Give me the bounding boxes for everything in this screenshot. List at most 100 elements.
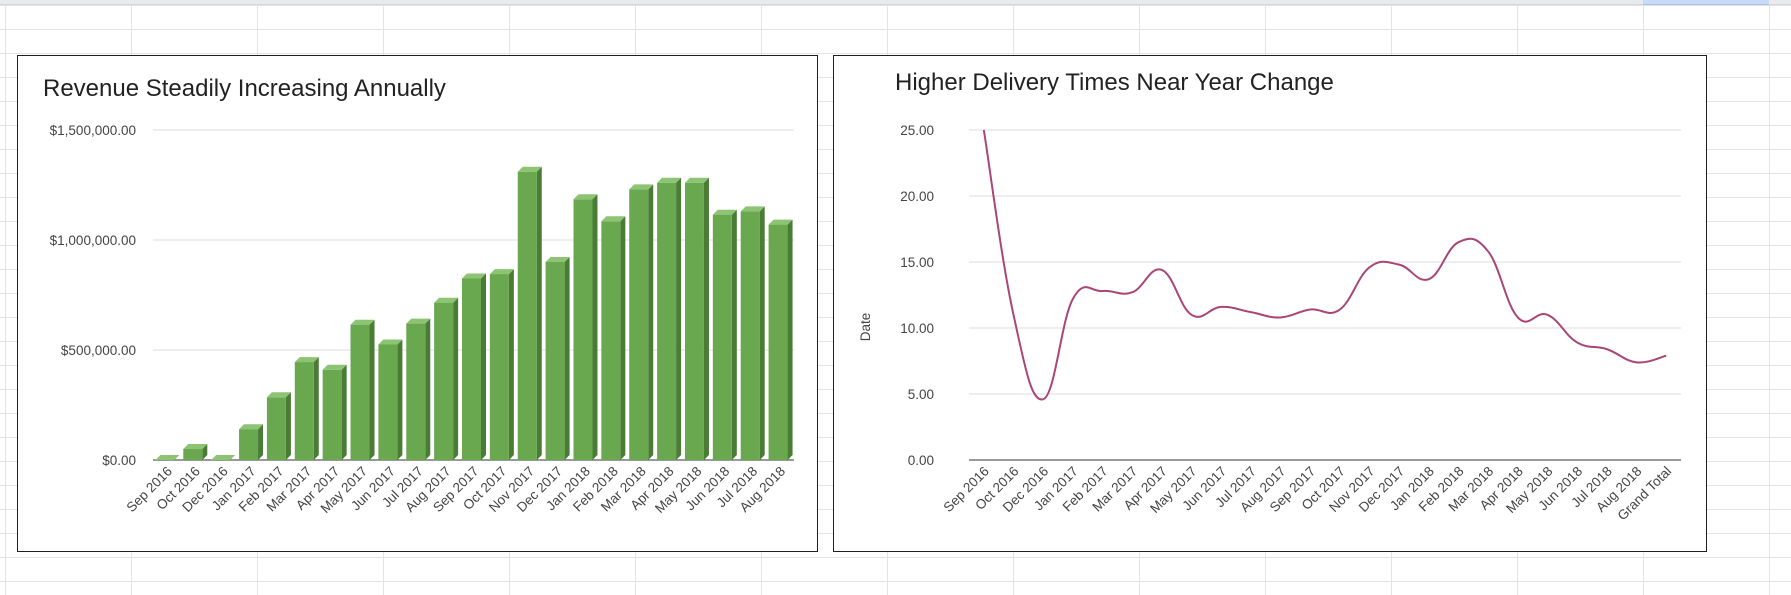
revenue-y-tick-label: $500,000.00 [61,343,136,358]
delivery-data-point[interactable] [1426,277,1431,282]
revenue-bar[interactable] [601,216,626,460]
delivery-data-point[interactable] [981,128,986,133]
revenue-bar-front [712,214,732,460]
delivery-data-point[interactable] [1189,312,1194,317]
revenue-bar-side [313,357,319,460]
revenue-bar-top [350,319,375,325]
revenue-bar-side [341,364,347,460]
revenue-bar[interactable] [712,209,737,460]
revenue-bar[interactable] [517,166,542,461]
delivery-y-tick-label: 0.00 [908,453,934,468]
delivery-chart-svg: Higher Delivery Times Near Year Change D… [858,69,1681,523]
revenue-bar-side [202,444,208,460]
delivery-time-chart[interactable]: Higher Delivery Times Near Year Change D… [833,55,1707,552]
revenue-bar-front [517,171,537,461]
revenue-bar-side [564,257,570,460]
revenue-bar-side [759,206,765,460]
revenue-bar-side [536,166,542,461]
delivery-data-point[interactable] [1664,353,1669,358]
revenue-bar[interactable] [350,319,375,460]
revenue-bar-side [620,216,626,460]
delivery-y-tick-label: 5.00 [908,387,934,402]
revenue-bar[interactable] [266,392,291,460]
selected-column-header[interactable] [1643,0,1769,5]
delivery-y-tick-label: 10.00 [900,321,934,336]
revenue-bar-top [155,455,180,460]
delivery-y-tick-label: 20.00 [900,189,934,204]
delivery-data-point[interactable] [1308,307,1313,312]
revenue-bar[interactable] [545,257,570,460]
revenue-bar-side [592,194,598,461]
revenue-bar-top [740,206,765,212]
delivery-data-point[interactable] [1100,289,1105,294]
delivery-data-point[interactable] [1337,307,1342,312]
revenue-bar-top [266,392,291,398]
revenue-bar-side [508,269,514,460]
revenue-bar[interactable] [155,455,180,460]
revenue-bar-top [183,444,208,449]
revenue-bar-top [573,194,598,200]
revenue-bar-side [648,184,654,460]
revenue-bar[interactable] [740,206,765,460]
revenue-y-tick-label: $1,000,000.00 [50,233,136,248]
delivery-data-point[interactable] [1515,315,1520,320]
delivery-data-point[interactable] [1011,312,1016,317]
revenue-bar-front [378,344,398,460]
revenue-bar[interactable] [434,297,459,460]
revenue-bar-front [573,199,593,461]
delivery-y-tick-label: 15.00 [900,255,934,270]
revenue-bar[interactable] [211,455,236,460]
revenue-bar-top [657,177,682,183]
revenue-bar-front [322,369,342,460]
revenue-bar[interactable] [629,184,654,460]
revenue-bar[interactable] [489,269,514,460]
revenue-bar[interactable] [684,177,709,461]
revenue-bar[interactable] [378,339,403,461]
revenue-bar-side [481,273,486,460]
delivery-chart-y-axis-title: Date [858,313,873,342]
revenue-bar-side [285,392,291,460]
revenue-bar-top [294,357,319,363]
delivery-data-point[interactable] [1159,267,1164,272]
delivery-data-point[interactable] [1575,340,1580,345]
delivery-data-point[interactable] [1278,315,1283,320]
delivery-data-point[interactable] [1456,240,1461,245]
revenue-bar[interactable] [183,444,208,460]
revenue-bar-front [545,262,565,460]
revenue-bar[interactable] [768,219,793,460]
revenue-bar[interactable] [294,357,319,460]
revenue-bar-front [462,278,481,460]
revenue-bar-top [768,219,793,225]
delivery-data-point[interactable] [1486,249,1491,254]
revenue-y-tick-label: $0.00 [102,453,136,468]
revenue-bar-top [239,424,264,430]
revenue-bar-front [768,224,788,460]
revenue-bar[interactable] [322,364,347,460]
delivery-data-point[interactable] [1397,262,1402,267]
revenue-bar[interactable] [462,273,486,461]
revenue-bar-side [425,318,431,460]
delivery-y-tick-label: 25.00 [900,123,934,138]
revenue-bar[interactable] [573,194,598,461]
revenue-bar-side [397,339,403,460]
delivery-data-point[interactable] [1248,310,1253,315]
revenue-bar-side [703,177,709,461]
delivery-data-point[interactable] [1219,304,1224,309]
revenue-bar-top [462,273,486,279]
delivery-data-point[interactable] [1634,360,1639,365]
delivery-series-line[interactable] [982,129,1667,401]
delivery-data-point[interactable] [1545,312,1550,317]
revenue-bar-front [434,302,454,460]
revenue-chart[interactable]: Revenue Steadily Increasing Annually $0.… [17,55,818,552]
revenue-bar[interactable] [239,424,264,460]
delivery-data-point[interactable] [1070,296,1075,301]
delivery-data-point[interactable] [1041,397,1046,402]
revenue-bar-front [294,362,314,460]
revenue-bar-front [239,429,259,460]
delivery-data-point[interactable] [1130,290,1135,295]
revenue-bar[interactable] [657,177,682,461]
delivery-data-point[interactable] [1604,347,1609,352]
delivery-data-point[interactable] [1367,265,1372,270]
revenue-bar[interactable] [406,318,431,460]
revenue-bar-front [740,211,760,460]
